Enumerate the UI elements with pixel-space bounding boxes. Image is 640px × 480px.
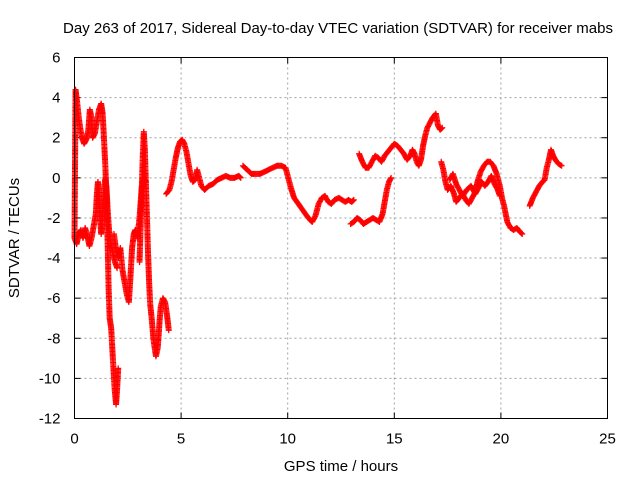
x-tick-label: 15 bbox=[386, 431, 403, 448]
data-points bbox=[71, 86, 565, 408]
y-tick-label: 2 bbox=[52, 130, 60, 147]
data-point-marker bbox=[350, 197, 357, 204]
chart-title: Day 263 of 2017, Sidereal Day-to-day VTE… bbox=[63, 20, 613, 37]
data-point-marker bbox=[519, 230, 526, 237]
y-tick-label: 6 bbox=[52, 50, 60, 67]
y-tick-label: -2 bbox=[47, 210, 60, 227]
plot-frame bbox=[74, 57, 608, 419]
y-tick-label: 4 bbox=[52, 90, 60, 107]
data-point-marker bbox=[388, 174, 395, 181]
y-tick-label: 0 bbox=[52, 170, 60, 187]
x-tick-label: 25 bbox=[599, 431, 616, 448]
x-tick-labels: 0 5 10 15 20 25 bbox=[70, 431, 616, 448]
data-point-marker bbox=[438, 125, 445, 132]
x-tick-label: 5 bbox=[177, 431, 185, 448]
x-axis-label: GPS time / hours bbox=[284, 458, 398, 475]
x-tick-label: 10 bbox=[279, 431, 296, 448]
data-point-marker bbox=[115, 365, 122, 372]
y-tick-label: -8 bbox=[47, 330, 60, 347]
data-point-marker bbox=[237, 174, 244, 181]
data-point-marker bbox=[558, 162, 565, 169]
y-tick-label: -4 bbox=[47, 250, 60, 267]
x-tick-label: 0 bbox=[70, 431, 78, 448]
data-point-marker bbox=[237, 174, 244, 181]
data-point-marker bbox=[439, 124, 446, 131]
data-point-marker bbox=[114, 265, 121, 272]
data-point-marker bbox=[165, 327, 172, 334]
grid-lines bbox=[74, 57, 608, 419]
y-tick-labels: -12 -10 -8 -6 -4 -2 0 2 4 6 bbox=[39, 50, 61, 428]
data-point-marker bbox=[557, 162, 564, 169]
data-point-marker bbox=[496, 192, 503, 199]
y-axis-label: SDTVAR / TECUs bbox=[6, 178, 23, 298]
y-tick-label: -12 bbox=[39, 411, 61, 428]
y-tick-label: -6 bbox=[47, 290, 60, 307]
y-tick-label: -10 bbox=[39, 370, 61, 387]
axis-ticks bbox=[74, 57, 608, 419]
x-tick-label: 20 bbox=[493, 431, 510, 448]
data-point-marker bbox=[518, 230, 525, 237]
data-point-marker bbox=[350, 196, 357, 203]
